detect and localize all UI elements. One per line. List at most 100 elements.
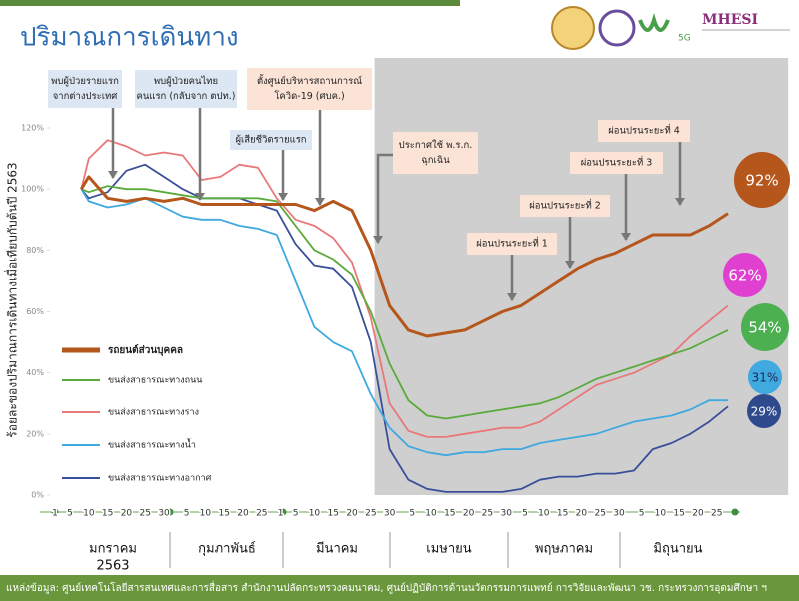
legend-label: ขนส่งสาธารณะทางถนน <box>108 376 202 386</box>
y-tick-label: 60% <box>26 307 44 316</box>
x-tick-label: 10 <box>309 509 321 519</box>
series-line <box>80 175 729 338</box>
x-tick-label: 5 <box>639 509 645 519</box>
series-line <box>80 163 729 493</box>
month-label: มีนาคม <box>316 541 358 557</box>
legend-label: ขนส่งสาธารณะทางอากาศ <box>108 474 212 484</box>
title: ปริมาณการเดินทาง <box>20 23 239 53</box>
x-tick-label: 15 <box>444 509 455 519</box>
x-tick-label: 20 <box>121 509 133 519</box>
series-line <box>80 139 729 438</box>
month-dot <box>279 508 287 516</box>
x-tick-label: 10 <box>655 509 667 519</box>
x-tick-label: 25 <box>256 509 267 519</box>
end-badge <box>723 253 767 297</box>
arrow-head <box>315 198 325 206</box>
month-dot <box>731 508 739 516</box>
arrow-head <box>507 293 517 301</box>
annotation-text: ฉุกเฉิน <box>421 155 450 166</box>
x-tick-label: 5 <box>293 509 299 519</box>
annotation-text: ผ่อนปรนระยะที่ 3 <box>581 156 653 169</box>
x-tick-label: 20 <box>346 509 358 519</box>
y-tick-label: 100% <box>21 185 44 194</box>
month-label: พฤษภาคม <box>535 542 593 557</box>
month-label: มกราคม <box>89 542 137 557</box>
month-dot <box>166 508 174 516</box>
x-tick-label: 10 <box>425 509 437 519</box>
y-tick-label: 20% <box>26 429 44 438</box>
annotation-box <box>247 68 372 110</box>
annotation-arrow <box>376 153 393 243</box>
annotation-text: ผ่อนปรนระยะที่ 1 <box>476 237 548 250</box>
x-tick-label: 15 <box>218 509 229 519</box>
annotation-text: จากต่างประเทศ <box>53 91 118 102</box>
end-badge <box>747 394 781 428</box>
x-tick-label: 20 <box>463 509 475 519</box>
plot: 0% 20% 40% 60% 80% 100% 120% ร้อยละของปริมาณการ… <box>4 58 790 574</box>
x-tick-label: 15 <box>328 509 339 519</box>
month-label: เมษายน <box>426 542 471 557</box>
annotation-text: ผ่อนปรนระยะที่ 4 <box>608 124 680 137</box>
arrow-head <box>373 236 383 244</box>
x-tick-label: 20 <box>692 509 704 519</box>
series-line <box>80 185 729 420</box>
annotation-text: ผ่อนปรนระยะที่ 2 <box>529 199 601 212</box>
x-tick-label: 5 <box>522 509 528 519</box>
x-tick-label: 5 <box>184 509 190 519</box>
logos: 5G MHESI <box>551 6 790 50</box>
end-label: 62% <box>728 267 761 285</box>
x-tick-label: 15 <box>673 509 684 519</box>
x-tick-label: 10 <box>538 509 550 519</box>
top-bar <box>0 0 460 6</box>
logo <box>638 13 670 32</box>
legend-label: รถยนต์ส่วนบุคคล <box>108 344 183 356</box>
end-label: 54% <box>748 319 781 337</box>
x-tick-label: 5 <box>409 509 415 519</box>
x-tick-label: 15 <box>557 509 568 519</box>
y-tick-label: 80% <box>26 246 44 255</box>
arrow-head <box>195 193 205 201</box>
arrow-head <box>565 261 575 269</box>
x-tick-label: 25 <box>365 509 376 519</box>
annotation-text: โควิด-19 (ศบค.) <box>274 90 344 102</box>
end-label: 92% <box>745 172 778 190</box>
end-badge <box>741 303 789 351</box>
y-tick-label: 120% <box>21 124 44 133</box>
end-label: 31% <box>752 371 779 385</box>
x-tick-label: 25 <box>140 509 151 519</box>
x-tick-label: 10 <box>83 509 95 519</box>
annotation-text: ผู้เสียชีวิตรายแรก <box>235 134 306 146</box>
x-tick-label: 5 <box>67 509 73 519</box>
annotation-text: พบผู้ป่วยรายแรก <box>51 76 119 87</box>
month-label: กุมภาพันธ์ <box>198 541 256 557</box>
logo-text: MHESI <box>702 12 758 28</box>
x-tick-label: 30 <box>158 509 170 519</box>
annotation-box <box>135 70 237 108</box>
month-dot <box>616 508 624 516</box>
annotation-box <box>467 233 557 255</box>
month-label: 2563 <box>96 559 129 574</box>
end-badge <box>748 360 782 394</box>
legend-label: ขนส่งสาธารณะทางราง <box>108 408 199 418</box>
x-tick-label: 25 <box>711 509 722 519</box>
annotation-box <box>230 130 312 150</box>
month-dot <box>504 508 512 516</box>
end-label: 29% <box>751 405 778 419</box>
x-tick-label: 25 <box>594 509 605 519</box>
annotation-text: ตั้งศูนย์บริหารสถานการณ์ <box>257 74 362 87</box>
arrow-head <box>675 198 685 206</box>
x-tick-label: 30 <box>500 509 512 519</box>
logo-text: 5G <box>678 34 691 44</box>
arrow-head <box>278 193 288 201</box>
arrow-head <box>621 233 631 241</box>
end-badge <box>734 152 790 208</box>
x-tick-label: 30 <box>613 509 625 519</box>
logo <box>598 9 636 47</box>
logo <box>551 6 595 50</box>
source: แหล่งข้อมูล: ศูนย์เทคโนโลยีสารสนเทศและกา… <box>6 580 767 594</box>
y-tick-label: 40% <box>26 368 44 377</box>
x-tick-label: 15 <box>102 509 113 519</box>
x-tick-label: 25 <box>482 509 493 519</box>
x-tick-label: 1 <box>278 509 284 519</box>
